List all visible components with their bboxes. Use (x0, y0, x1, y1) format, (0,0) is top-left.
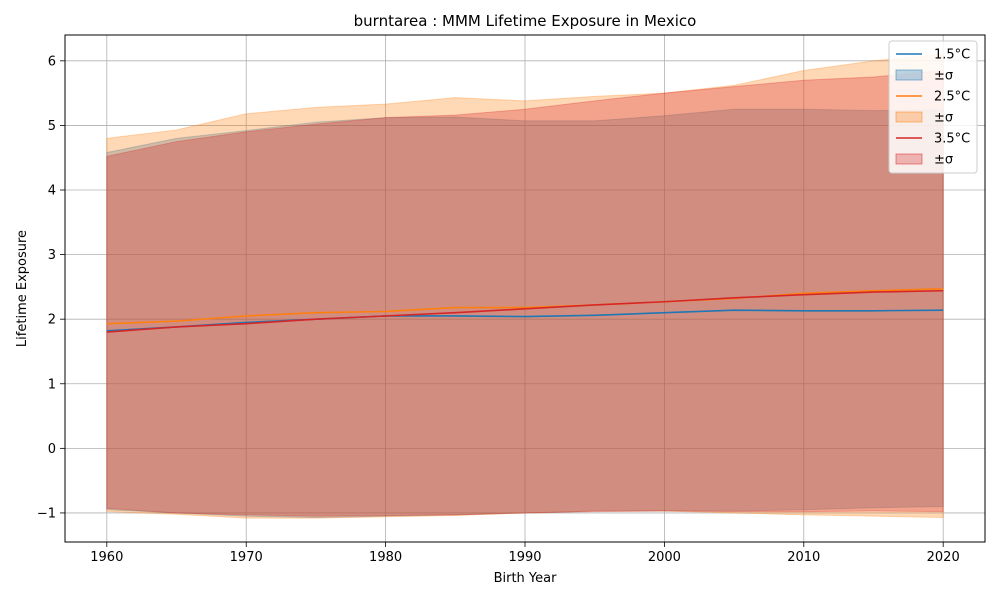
y-tick-label: 1 (48, 377, 56, 392)
legend: 1.5°C ±σ 2.5°C ±σ 3.5°C ±σ (888, 40, 978, 174)
band-series-1 (106, 108, 944, 518)
x-tick-label: 2020 (927, 550, 960, 565)
x-tick-label: 2000 (648, 550, 681, 565)
y-tick-label: 3 (48, 248, 56, 263)
x-axis-ticks: 1960 1970 1980 1990 2000 2010 2020 (90, 542, 960, 565)
legend-label: 1.5°C (934, 48, 970, 63)
y-tick-label: 5 (48, 119, 56, 134)
x-tick-label: 2010 (787, 550, 820, 565)
legend-band-swatch (895, 111, 923, 123)
y-tick-label: 2 (48, 313, 56, 328)
x-tick-label: 1990 (508, 550, 541, 565)
legend-band-swatch (895, 153, 923, 165)
legend-band-label: ±σ (934, 111, 953, 126)
y-tick-label: 6 (48, 54, 56, 69)
band-series-3 (106, 69, 944, 517)
line-series-3 (106, 289, 944, 333)
y-tick-label: −1 (37, 506, 56, 521)
legend-box (888, 40, 978, 174)
line-series-1 (106, 309, 944, 332)
y-tick-label: 4 (48, 184, 56, 199)
y-axis-label: Lifetime Exposure (15, 230, 30, 347)
legend-label: 2.5°C (934, 90, 970, 105)
chart-title: burntarea : MMM Lifetime Exposure in Mex… (354, 12, 697, 30)
legend-band-label: ±σ (934, 69, 953, 84)
grid (65, 35, 985, 542)
x-tick-label: 1970 (230, 550, 263, 565)
series-lines (106, 288, 944, 333)
x-tick-label: 1980 (369, 550, 402, 565)
error-bands (106, 53, 944, 519)
legend-band-label: ±σ (934, 153, 953, 168)
x-axis-label: Birth Year (494, 571, 558, 586)
legend-band-swatch (895, 69, 923, 81)
band-series-2 (106, 53, 944, 519)
line-series-2 (106, 288, 944, 325)
y-tick-label: 0 (48, 442, 56, 457)
legend-label: 3.5°C (934, 132, 970, 147)
x-tick-label: 1960 (90, 550, 123, 565)
y-axis-ticks: −1 0 1 2 3 4 5 6 (37, 54, 65, 521)
